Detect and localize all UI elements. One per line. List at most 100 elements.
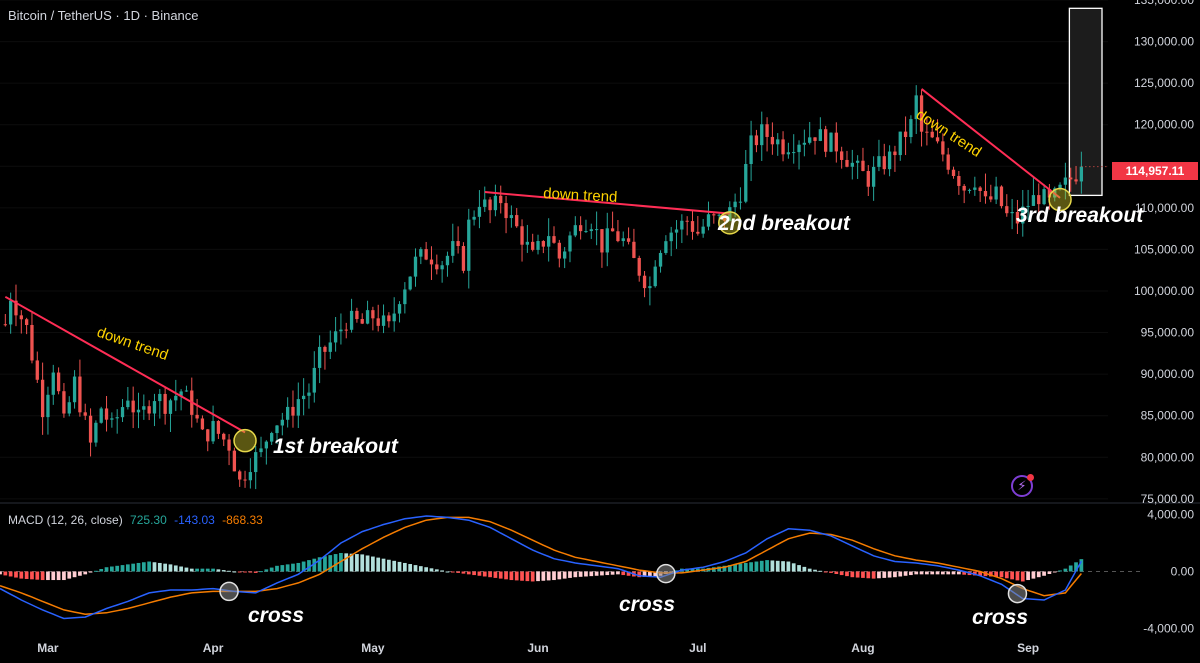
candle-body	[632, 241, 636, 258]
candle-body	[989, 196, 993, 200]
macd-histogram-bar	[866, 571, 871, 579]
candle-body	[914, 95, 918, 120]
lightning-icon[interactable]: ⚡	[1011, 474, 1034, 497]
candle-body	[275, 425, 279, 434]
candle-body	[104, 408, 109, 420]
candle-body	[845, 159, 849, 167]
candle-body	[621, 238, 625, 242]
candle-body	[424, 249, 428, 260]
macd-legend[interactable]: MACD (12, 26, close) 725.30 -143.03 -868…	[8, 513, 263, 527]
macd-histogram-bar	[307, 560, 311, 572]
macd-histogram-bar	[765, 560, 769, 572]
breakout2-label: 2nd breakout	[717, 212, 851, 235]
trend2-label: down trend	[543, 185, 618, 206]
macd-histogram-bar	[919, 571, 924, 575]
breakout-circle	[1048, 187, 1072, 212]
macd-histogram-bar	[259, 571, 263, 573]
macd-histogram-bar	[717, 566, 721, 572]
macd-histogram-bar	[450, 571, 455, 573]
macd-histogram-bar	[94, 570, 98, 572]
candle-body	[435, 264, 439, 270]
breakout-marker-layer	[233, 187, 1072, 453]
macd-histogram-bar	[541, 571, 546, 581]
candle-body	[1015, 212, 1020, 224]
candle-body	[871, 166, 876, 187]
candle-body	[333, 331, 338, 343]
candle-body	[610, 228, 615, 232]
macd-histogram-bar	[152, 562, 157, 572]
candle-body	[738, 201, 743, 203]
candle-body	[493, 195, 498, 211]
macd-histogram-bar	[317, 557, 322, 572]
macd-histogram-bar	[275, 565, 279, 572]
candle-body	[733, 201, 737, 208]
candle-body	[195, 414, 199, 419]
candle-body	[696, 231, 700, 234]
projection-box	[1068, 7, 1103, 197]
macd-histogram-bar	[78, 571, 82, 576]
candle-body	[339, 329, 343, 332]
candle-body	[1010, 212, 1014, 214]
macd-histogram-bar	[813, 569, 817, 572]
candle-body	[802, 142, 807, 145]
candle-body	[648, 286, 652, 289]
macd-histogram-bar	[429, 568, 434, 572]
candle-body	[270, 433, 274, 442]
macd-histogram-bar	[237, 571, 242, 573]
macd-histogram-bar	[381, 558, 386, 572]
macd-histogram-bar	[173, 565, 178, 572]
candle-body	[264, 441, 268, 449]
candle-body	[365, 310, 370, 324]
candle-body	[126, 400, 130, 408]
macd-histogram-bar	[653, 571, 658, 577]
macd-histogram-bar	[472, 571, 476, 576]
macd-histogram-bar	[935, 571, 940, 575]
price-tick-label: 80,000.00	[1141, 450, 1195, 464]
macd-histogram-bar	[749, 562, 753, 572]
macd-histogram-bar	[493, 571, 498, 578]
macd-histogram-bar	[994, 571, 998, 577]
time-axis[interactable]: Mar Apr May Jun Jul Aug Sep	[37, 641, 1039, 655]
macd-histogram-bar	[387, 559, 391, 572]
macd-histogram-bar	[355, 554, 359, 572]
candle-body	[147, 406, 151, 414]
candle-body	[887, 151, 892, 170]
candle-body	[855, 160, 860, 163]
macd-histogram-bar	[62, 571, 66, 581]
macd-histogram-bar	[195, 568, 199, 572]
macd-histogram-bar	[504, 571, 508, 580]
candle-body	[30, 325, 34, 361]
macd-histogram-bar	[498, 571, 503, 579]
candle-body	[893, 151, 897, 156]
candle-body	[776, 139, 780, 145]
candle-body	[866, 171, 870, 187]
macd-histogram-bar	[1042, 571, 1046, 576]
macd-axis[interactable]: 4,000.00 0.00 -4,000.00	[1143, 508, 1194, 636]
candle-body	[168, 400, 173, 414]
candle-body	[786, 152, 791, 155]
candle-body	[381, 315, 386, 326]
symbol-legend[interactable]: Bitcoin / TetherUS · 1D · Binance	[8, 8, 199, 23]
macd-histogram-bar	[674, 570, 679, 572]
candle-body	[349, 310, 354, 330]
candle-body	[371, 310, 375, 319]
macd-histogram-bar	[797, 565, 801, 572]
candle-body	[152, 401, 157, 414]
macd-histogram-bar	[972, 571, 977, 576]
candle-body	[983, 190, 988, 197]
candle-body	[14, 300, 18, 316]
macd-histogram-bar	[445, 571, 450, 573]
macd-histogram-bar	[610, 571, 615, 575]
candle-body	[541, 241, 545, 247]
macd-histogram-bar	[951, 571, 956, 575]
macd-histogram-bar	[962, 571, 967, 575]
macd-histogram-bar	[1015, 571, 1020, 581]
candle-body	[589, 229, 593, 232]
cross1-label: cross	[248, 604, 304, 627]
macd-histogram-bar	[733, 564, 737, 572]
macd-histogram-bar	[1058, 570, 1062, 572]
candle-body	[232, 450, 237, 472]
projection-box-layer	[1068, 7, 1103, 197]
